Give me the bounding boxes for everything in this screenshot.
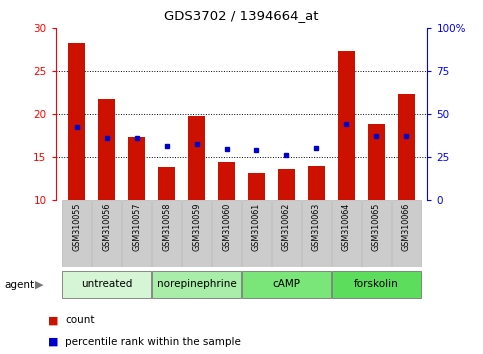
Text: GSM310059: GSM310059 [192,203,201,251]
Text: forskolin: forskolin [354,279,399,289]
Bar [308,166,325,200]
Text: untreated: untreated [81,279,132,289]
Bar [398,95,415,200]
Bar [218,162,235,200]
Text: GSM310056: GSM310056 [102,203,111,251]
Text: GSM310058: GSM310058 [162,203,171,251]
Text: GSM310061: GSM310061 [252,203,261,251]
Bar [338,51,355,200]
Text: agent: agent [5,280,35,290]
FancyBboxPatch shape [302,200,331,267]
FancyBboxPatch shape [62,270,151,298]
FancyBboxPatch shape [92,200,121,267]
FancyBboxPatch shape [272,200,301,267]
Text: GSM310057: GSM310057 [132,203,141,251]
FancyBboxPatch shape [332,200,361,267]
FancyBboxPatch shape [392,200,421,267]
Text: GSM310063: GSM310063 [312,203,321,251]
Text: GSM310064: GSM310064 [342,203,351,251]
Bar [68,43,85,200]
Text: count: count [65,315,95,325]
Text: cAMP: cAMP [272,279,300,289]
Text: GSM310062: GSM310062 [282,203,291,251]
Text: GSM310055: GSM310055 [72,203,81,251]
Text: percentile rank within the sample: percentile rank within the sample [65,337,241,347]
Text: GSM310066: GSM310066 [402,203,411,251]
Bar [98,99,115,200]
Text: ▶: ▶ [35,280,43,290]
Text: ■: ■ [48,337,59,347]
FancyBboxPatch shape [332,270,421,298]
FancyBboxPatch shape [182,200,211,267]
Bar [128,137,145,200]
Text: GSM310065: GSM310065 [372,203,381,251]
FancyBboxPatch shape [152,200,181,267]
FancyBboxPatch shape [362,200,391,267]
FancyBboxPatch shape [242,270,331,298]
FancyBboxPatch shape [62,200,91,267]
Bar [278,169,295,200]
Bar [368,124,385,200]
FancyBboxPatch shape [212,200,241,267]
Text: GSM310060: GSM310060 [222,203,231,251]
FancyBboxPatch shape [152,270,241,298]
Bar [188,116,205,200]
Text: GDS3702 / 1394664_at: GDS3702 / 1394664_at [164,9,319,22]
FancyBboxPatch shape [242,200,271,267]
Text: ■: ■ [48,315,59,325]
FancyBboxPatch shape [122,200,151,267]
Text: norepinephrine: norepinephrine [156,279,236,289]
Bar [248,172,265,200]
Bar [158,166,175,200]
